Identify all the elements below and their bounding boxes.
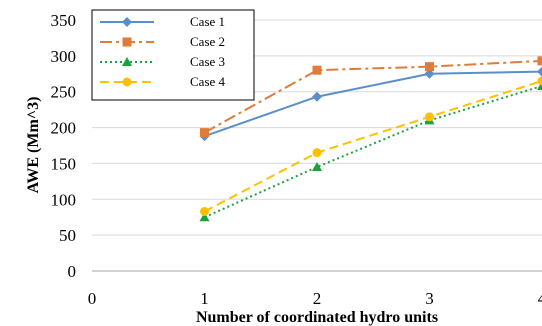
series-case-2 [200, 56, 542, 138]
x-tick-label: 4 [538, 289, 542, 308]
series-case-4 [200, 76, 542, 216]
x-axis-title: Number of coordinated hydro units [196, 309, 438, 326]
data-point-case-4 [312, 148, 322, 158]
data-point-case-3 [199, 212, 210, 222]
x-tick-label: 3 [425, 289, 434, 308]
data-point-case-1 [537, 66, 542, 77]
y-axis-title: AWE (Mm^3) [25, 97, 42, 194]
x-tick-label: 2 [313, 289, 322, 308]
data-point-case-4 [425, 112, 434, 122]
legend: Case 1 Case 2 Case 3 Case 4 [91, 9, 255, 101]
series-case-3 [199, 80, 542, 222]
y-tick-label: 50 [59, 226, 76, 245]
series-line-case-2 [204, 59, 542, 134]
legend-label-case-3: Case 3 [190, 54, 225, 69]
series-case-1 [199, 66, 542, 142]
data-point-case-1 [424, 68, 435, 79]
data-point-case-2 [537, 56, 542, 66]
legend-label-case-1: Case 1 [190, 14, 225, 29]
y-tick-label: 0 [68, 262, 77, 281]
legend-label-case-4: Case 4 [190, 74, 226, 89]
data-point-case-2 [200, 128, 209, 138]
y-tick-label: 150 [51, 154, 77, 173]
y-tick-label: 300 [51, 47, 77, 66]
y-tick-label: 250 [51, 83, 77, 102]
legend-marker-case-3 [122, 57, 132, 66]
series-layer [199, 56, 542, 222]
data-point-case-2 [425, 62, 434, 72]
legend-label-case-2: Case 2 [190, 34, 225, 49]
legend-marker-case-1 [122, 17, 132, 27]
data-point-case-1 [312, 91, 322, 102]
data-point-case-4 [537, 76, 542, 86]
series-line-case-4 [204, 80, 542, 213]
y-tick-label: 200 [51, 119, 77, 138]
y-tick-label: 350 [51, 11, 77, 30]
series-line-case-3 [204, 85, 542, 219]
data-point-case-4 [200, 206, 209, 216]
data-point-case-3 [312, 162, 322, 172]
data-point-case-2 [312, 65, 322, 75]
x-tick-label: 1 [200, 289, 209, 308]
series-line-case-1 [204, 70, 542, 138]
x-tick-label: 0 [88, 289, 97, 308]
legend-marker-case-4 [122, 77, 132, 87]
y-axis-tick-labels: 0 50 100 150 200 250 300 350 [51, 11, 77, 281]
y-tick-label: 100 [51, 190, 77, 209]
legend-marker-case-2 [122, 37, 132, 47]
legend-box [91, 9, 255, 101]
x-axis-tick-labels: 0 1 2 3 4 [88, 289, 542, 308]
